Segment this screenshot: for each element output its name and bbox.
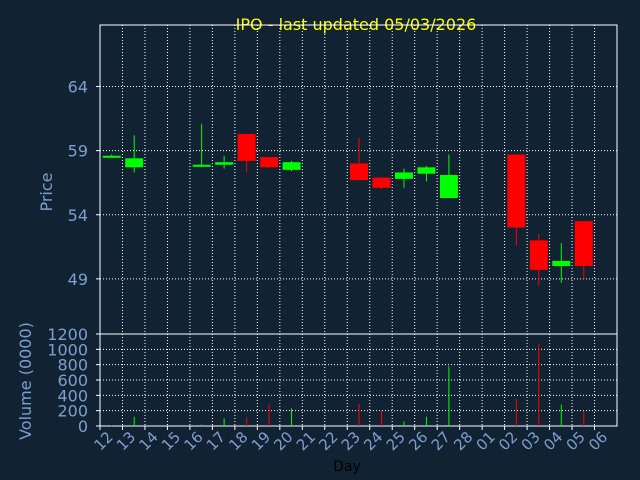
x-axis-label: Day	[333, 459, 361, 475]
candle-body	[282, 162, 301, 170]
candle-body	[417, 167, 436, 174]
candle-body	[439, 175, 458, 199]
price-panel: 49 54 59 64	[68, 24, 618, 335]
volume-tick-label: 800	[57, 356, 88, 375]
x-tick-labels: 1213141516171819202122232425262728010203…	[91, 426, 611, 454]
price-tick-label: 59	[68, 142, 88, 161]
volume-tick-label: 1000	[47, 340, 88, 359]
candle-body	[574, 221, 593, 267]
volume-tick-label: 600	[57, 371, 88, 390]
candle-body	[507, 154, 526, 228]
price-tick-label: 54	[68, 206, 88, 225]
volume-tick-label: 400	[57, 386, 88, 405]
candle-body	[350, 163, 368, 181]
candle-body	[102, 155, 121, 158]
volume-tick-label: 0	[78, 417, 88, 436]
candle-body	[552, 260, 571, 267]
volume-tick-label: 1200	[47, 325, 88, 344]
candle-body	[237, 133, 256, 161]
candle-body	[372, 177, 391, 188]
candle-body	[215, 162, 234, 165]
price-tick-label: 49	[68, 270, 88, 289]
candle-body	[394, 172, 413, 179]
price-tick-label: 64	[68, 78, 88, 97]
volume-axis-label: Volume (0000)	[16, 322, 35, 440]
candle-body	[192, 164, 211, 167]
x-tick-label: 06	[585, 428, 611, 454]
price-axis-label: Price	[37, 172, 56, 211]
candle-body	[125, 158, 144, 168]
candle-body	[529, 240, 548, 270]
candle-body	[260, 157, 279, 168]
volume-tick-label: 200	[57, 402, 88, 421]
